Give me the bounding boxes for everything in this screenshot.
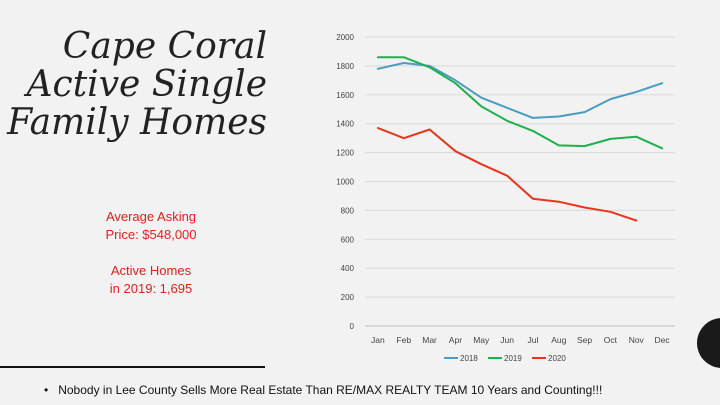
- y-tick-label-1600: 1600: [336, 91, 354, 100]
- footer-text: Nobody in Lee County Sells More Real Est…: [58, 383, 603, 397]
- x-tick-label-aug: Aug: [551, 335, 566, 345]
- x-tick-label-oct: Oct: [604, 335, 618, 345]
- series-line-2019: [376, 56, 664, 150]
- x-tick-label-jan: Jan: [371, 335, 385, 345]
- active-homes-line-1: Active Homes: [110, 263, 192, 278]
- x-tick-label-jul: Jul: [527, 335, 538, 345]
- divider-line: [0, 366, 265, 368]
- y-tick-label-2000: 2000: [336, 33, 354, 42]
- y-tick-label-1200: 1200: [336, 149, 354, 158]
- y-tick-label-800: 800: [341, 206, 355, 215]
- y-tick-label-1000: 1000: [336, 178, 354, 187]
- x-tick-label-apr: Apr: [449, 335, 462, 345]
- y-tick-label-600: 600: [341, 235, 355, 244]
- series-line-2018: [376, 62, 664, 119]
- legend-label-2020: 2020: [548, 354, 566, 363]
- decorative-circle: [697, 318, 720, 368]
- x-tick-label-feb: Feb: [396, 335, 411, 345]
- legend-label-2019: 2019: [504, 354, 522, 363]
- average-price-line-1: Average Asking: [105, 209, 197, 224]
- y-tick-label-1800: 1800: [336, 62, 354, 71]
- y-tick-label-400: 400: [341, 264, 355, 273]
- y-tick-label-200: 200: [341, 293, 355, 302]
- y-tick-label-0: 0: [350, 322, 355, 331]
- x-tick-label-may: May: [473, 335, 490, 345]
- x-tick-label-jun: Jun: [500, 335, 514, 345]
- y-tick-label-1400: 1400: [336, 120, 354, 129]
- active-homes-line-2: in 2019: 1,695: [109, 281, 193, 296]
- x-tick-label-sep: Sep: [577, 335, 592, 345]
- title-line-3: Family Homes: [7, 102, 267, 143]
- slide-title: Cape Coral Active Single Family Homes: [7, 28, 267, 142]
- legend-label-2018: 2018: [460, 354, 478, 363]
- x-tick-label-mar: Mar: [422, 335, 437, 345]
- title-line-2: Active Single: [26, 64, 267, 105]
- average-price-line-2: Price: $548,000: [105, 227, 197, 242]
- series-line-2020: [376, 127, 638, 222]
- bullet-dot: •: [44, 383, 49, 397]
- x-tick-label-dec: Dec: [655, 335, 671, 345]
- stats-block: Average Asking Price: $548,000 Active Ho…: [76, 208, 226, 298]
- x-tick-label-nov: Nov: [629, 335, 645, 345]
- footer-bullet: • Nobody in Lee County Sells More Real Es…: [44, 383, 602, 397]
- title-line-1: Cape Coral: [62, 26, 267, 67]
